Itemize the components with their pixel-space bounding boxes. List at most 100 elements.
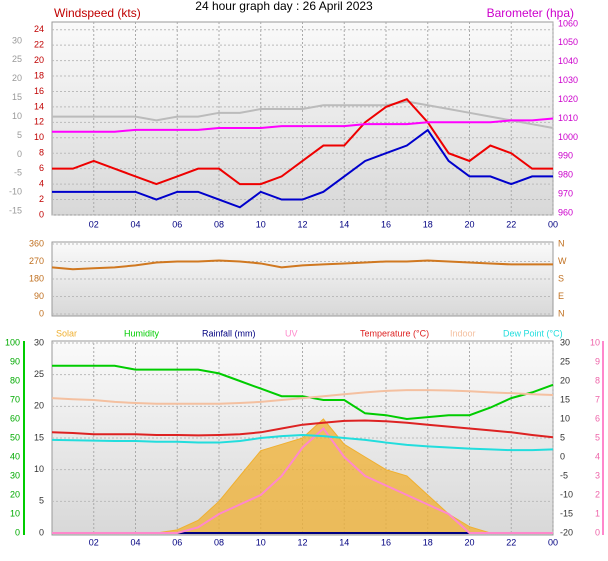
- y-tick-label: 60: [10, 413, 20, 423]
- x-tick-label: 08: [214, 537, 224, 547]
- x-tick-label: 10: [256, 219, 266, 229]
- y-tick-label: -15: [9, 206, 22, 216]
- y-tick-label: 1010: [558, 113, 578, 123]
- x-tick-label: 18: [423, 537, 433, 547]
- line: [52, 98, 553, 186]
- y-tick-label: 1050: [558, 37, 578, 47]
- y-tick-label: 1060: [558, 18, 578, 28]
- x-tick-label: 18: [423, 219, 433, 229]
- y-tick-label: 180: [29, 273, 44, 283]
- y-tick-label: 7: [595, 394, 600, 404]
- y-tick-label: 0: [17, 149, 22, 159]
- y-tick-label: 20: [12, 73, 22, 83]
- y-tick-label: -10: [560, 489, 573, 499]
- line: [51, 259, 553, 271]
- y-tick-label: 10: [560, 413, 570, 423]
- y-tick-label: 15: [34, 432, 44, 442]
- axis-title: Barometer (hpa): [487, 6, 574, 20]
- y-tick-label: 0: [15, 527, 20, 537]
- y-tick-label: 20: [560, 375, 570, 385]
- legend-label: Humidity: [124, 328, 160, 338]
- y-tick-label: 10: [590, 337, 600, 347]
- y-tick-label: 10: [34, 464, 44, 474]
- y-tick-label: 5: [39, 496, 44, 506]
- legend-label: Temperature (°C): [360, 328, 429, 338]
- y-tick-label: 2: [39, 194, 44, 204]
- y-tick-label: 0: [39, 527, 44, 537]
- y-tick-label: 22: [34, 40, 44, 50]
- y-tick-label: 2: [595, 489, 600, 499]
- line: [52, 364, 554, 421]
- line: [52, 117, 554, 133]
- y-tick-label: 980: [558, 170, 573, 180]
- line: [51, 419, 554, 439]
- y-tick-label: N: [558, 238, 565, 248]
- y-tick-label: 1040: [558, 56, 578, 66]
- y-tick-label: 80: [10, 375, 20, 385]
- x-tick-label: 22: [506, 219, 516, 229]
- legend-label: Dew Point (°C): [503, 328, 563, 338]
- x-tick-label: 02: [89, 219, 99, 229]
- y-tick-label: 0: [560, 451, 565, 461]
- y-tick-label: 1020: [558, 94, 578, 104]
- x-tick-label: 20: [464, 537, 474, 547]
- y-tick-label: -5: [560, 470, 568, 480]
- y-tick-label: 0: [595, 527, 600, 537]
- y-tick-label: 30: [560, 337, 570, 347]
- y-tick-label: 1030: [558, 75, 578, 85]
- y-tick-label: 15: [560, 394, 570, 404]
- y-tick-label: 0: [39, 308, 44, 318]
- y-tick-label: 10: [34, 132, 44, 142]
- x-tick-label: 02: [89, 537, 99, 547]
- chart-title: 24 hour graph day : 26 April 2023: [195, 0, 373, 13]
- legend-label: UV: [285, 328, 298, 338]
- y-tick-label: -20: [560, 527, 573, 537]
- x-tick-label: 22: [506, 537, 516, 547]
- legend-label: Rainfall (mm): [202, 328, 256, 338]
- y-tick-label: 8: [595, 375, 600, 385]
- x-tick-label: 04: [130, 219, 140, 229]
- line: [52, 128, 553, 209]
- y-tick-label: 30: [34, 337, 44, 347]
- y-tick-label: -15: [560, 508, 573, 518]
- y-tick-label: S: [558, 273, 564, 283]
- y-tick-label: 3: [595, 470, 600, 480]
- y-tick-label: 10: [10, 508, 20, 518]
- y-tick-label: 20: [34, 401, 44, 411]
- legend-label: Indoor: [450, 328, 476, 338]
- y-tick-label: 70: [10, 394, 20, 404]
- x-tick-label: 20: [464, 219, 474, 229]
- y-tick-label: 14: [34, 101, 44, 111]
- y-tick-label: 15: [12, 92, 22, 102]
- y-tick-label: 5: [595, 432, 600, 442]
- y-tick-label: 20: [34, 55, 44, 65]
- y-tick-label: -5: [14, 168, 22, 178]
- y-tick-label: -10: [9, 187, 22, 197]
- y-tick-label: 0: [39, 209, 44, 219]
- x-tick-label: 12: [297, 537, 307, 547]
- y-tick-label: 12: [34, 117, 44, 127]
- y-tick-label: 30: [12, 35, 22, 45]
- line: [51, 389, 554, 405]
- y-tick-label: 16: [34, 86, 44, 96]
- y-tick-label: 270: [29, 256, 44, 266]
- y-tick-label: 9: [595, 356, 600, 366]
- x-tick-label: 12: [297, 219, 307, 229]
- legend-label: Solar: [56, 328, 77, 338]
- x-tick-label: 14: [339, 219, 349, 229]
- y-tick-label: 5: [560, 432, 565, 442]
- line: [51, 433, 554, 452]
- x-tick-label: 16: [381, 537, 391, 547]
- y-tick-label: 1: [595, 508, 600, 518]
- x-tick-label: 06: [172, 537, 182, 547]
- y-tick-label: 4: [39, 178, 44, 188]
- x-tick-label: 04: [130, 537, 140, 547]
- y-tick-label: 1000: [558, 132, 578, 142]
- y-tick-label: 25: [560, 356, 570, 366]
- line: [52, 100, 554, 129]
- y-tick-label: 24: [34, 24, 44, 34]
- y-tick-label: 8: [39, 148, 44, 158]
- y-tick-label: 990: [558, 151, 573, 161]
- y-tick-label: 10: [12, 111, 22, 121]
- y-tick-label: 25: [12, 54, 22, 64]
